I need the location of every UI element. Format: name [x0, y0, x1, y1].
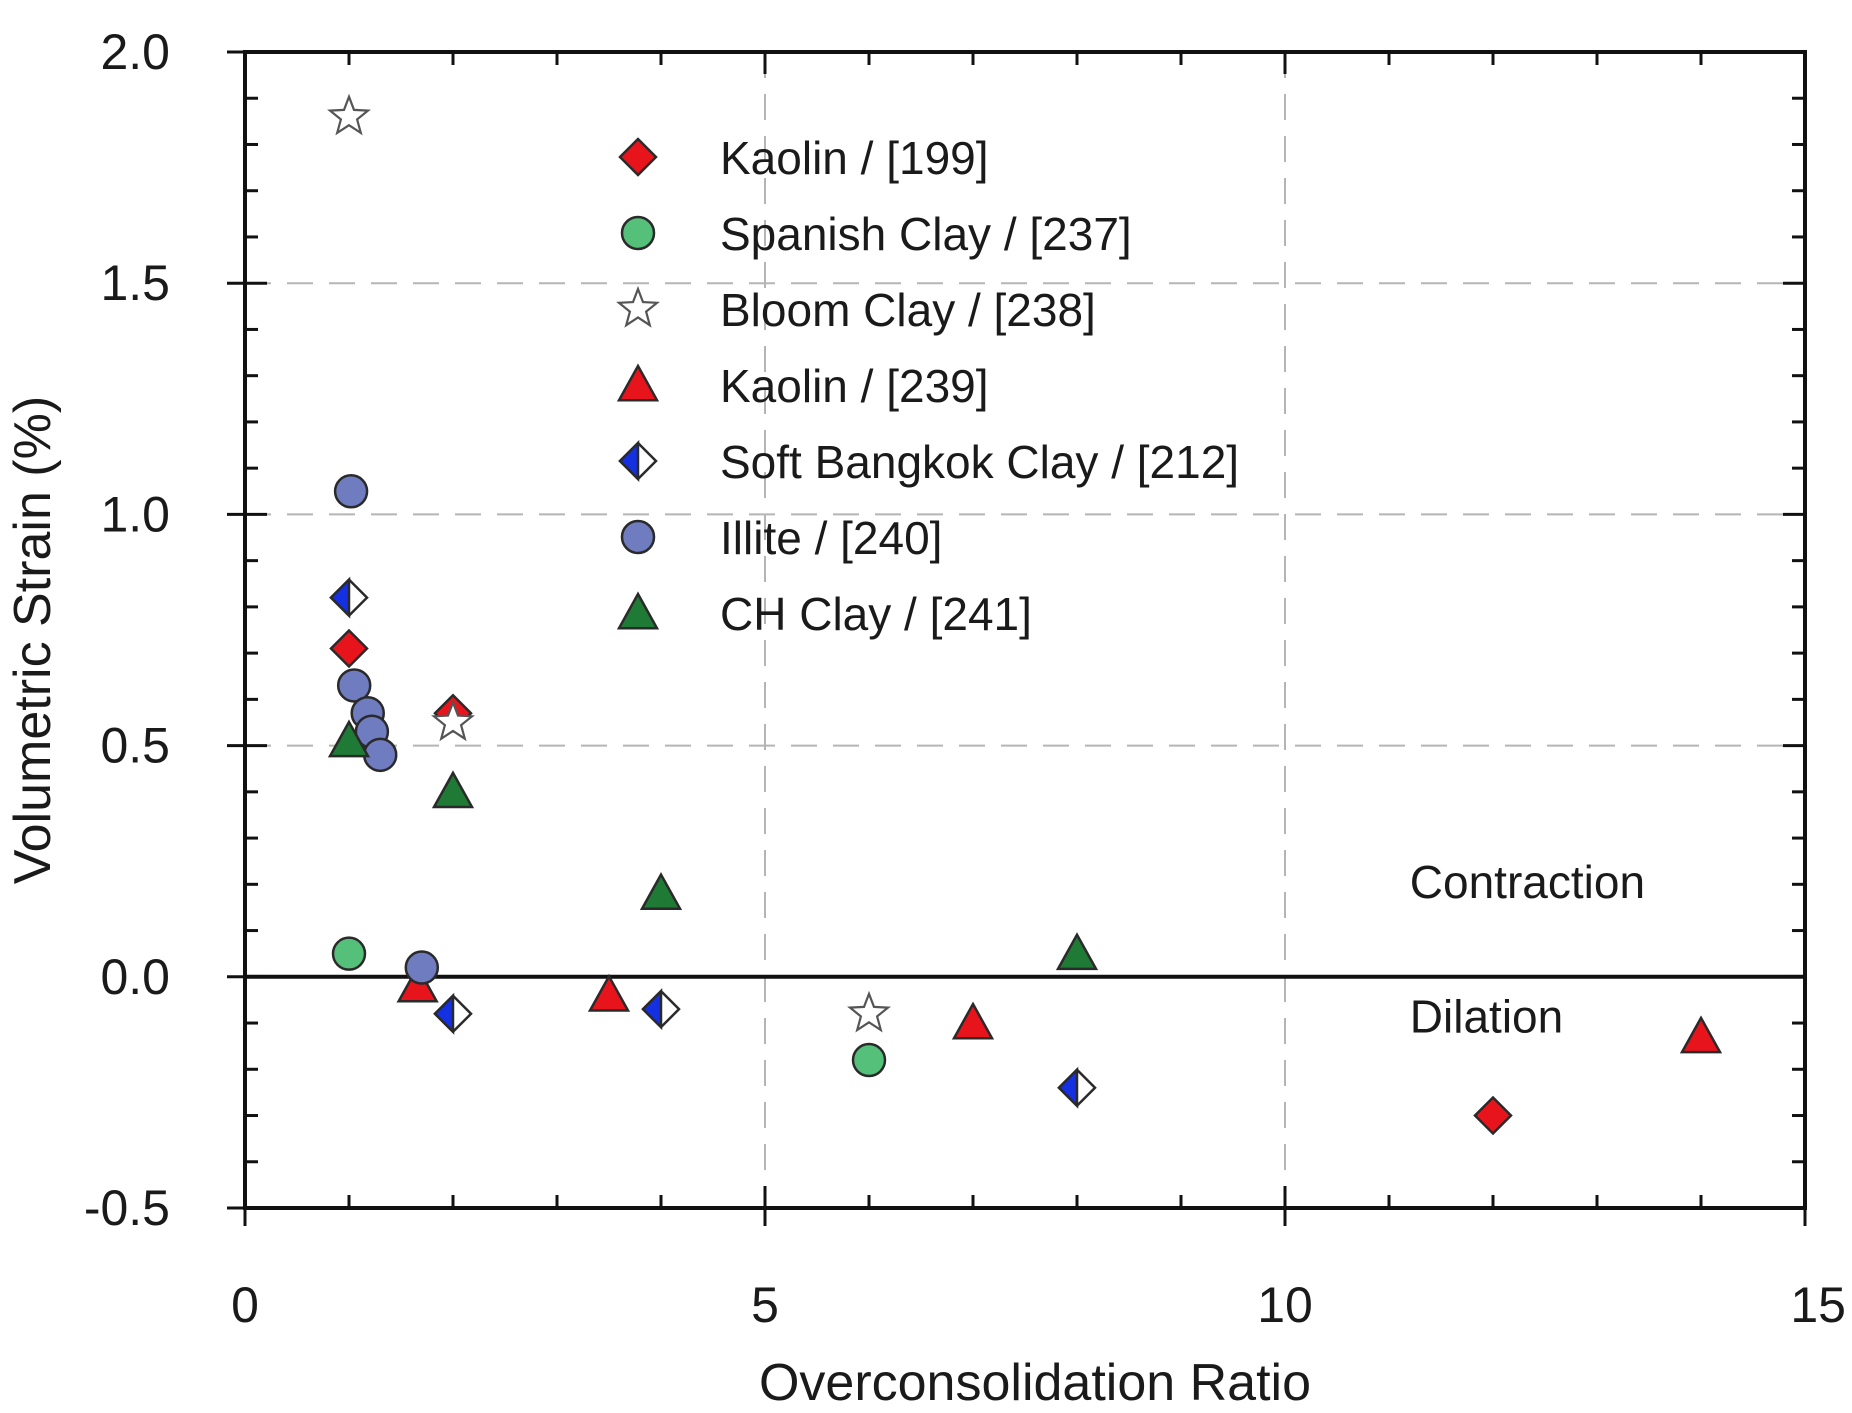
legend-item-soft-bangkok-clay-212: Soft Bangkok Clay / [212] — [618, 436, 1239, 488]
series-spanish-clay-237 — [331, 936, 887, 1078]
tick-labels: 0 5 10 15 -0.5 0.0 0.5 1.0 1.5 2.0 — [84, 24, 1846, 1333]
data-point — [431, 699, 475, 742]
data-point — [327, 719, 371, 758]
x-tick-label: 5 — [751, 1277, 779, 1333]
data-point — [431, 770, 475, 809]
y-tick-label: 1.0 — [100, 486, 170, 542]
legend-label: Soft Bangkok Clay / [212] — [720, 436, 1239, 488]
legend-marker — [618, 439, 658, 483]
x-tick-label: 15 — [1790, 1277, 1846, 1333]
legend-label: Bloom Clay / [238] — [720, 284, 1096, 336]
y-tick-label: 2.0 — [100, 24, 170, 80]
tick-marks — [227, 50, 1807, 1226]
x-axis-title: Overconsolidation Ratio — [759, 1354, 1311, 1412]
marker-fill-half — [433, 992, 455, 1035]
data-point — [336, 668, 372, 703]
legend-marker — [616, 363, 660, 402]
data-point — [1473, 1095, 1513, 1136]
y-tick-label: -0.5 — [84, 1180, 170, 1236]
legend-label: CH Clay / [241] — [720, 588, 1032, 640]
plot-frame — [243, 50, 1807, 1210]
marker-fill-half — [329, 576, 351, 619]
axes — [243, 50, 1807, 1210]
data-point — [333, 474, 369, 509]
annotation-contraction: Contraction — [1410, 856, 1645, 908]
legend-marker — [616, 285, 660, 328]
series-illite-240 — [333, 474, 440, 985]
x-tick-label: 10 — [1257, 1277, 1313, 1333]
gridlines — [245, 52, 1805, 1208]
legend-marker — [616, 591, 660, 630]
marker-fill-half — [1057, 1066, 1079, 1109]
data-point — [329, 576, 369, 619]
legend-label: Kaolin / [199] — [720, 132, 989, 184]
data-point — [329, 628, 369, 669]
data-point — [847, 990, 891, 1033]
data-point — [1057, 1066, 1097, 1109]
data-point — [951, 1001, 995, 1040]
y-tick-label: 0.0 — [100, 949, 170, 1005]
marker-fill-half — [641, 988, 663, 1031]
series-soft-bangkok-clay-212 — [329, 576, 1097, 1109]
legend-marker — [618, 137, 658, 177]
series-bloom-clay-238 — [327, 93, 891, 1033]
data-point — [404, 950, 440, 985]
data-point — [327, 93, 371, 136]
series-kaolin-239 — [396, 964, 1723, 1054]
legend-label: Spanish Clay / [237] — [720, 208, 1132, 260]
data-point — [641, 988, 681, 1031]
annotations: Contraction Dilation — [1410, 856, 1645, 1042]
data-point — [1055, 932, 1099, 971]
legend-item-illite-240: Illite / [240] — [620, 512, 942, 564]
legend-label: Illite / [240] — [720, 512, 942, 564]
legend-item-ch-clay-241: CH Clay / [241] — [616, 588, 1032, 640]
data-point — [1679, 1015, 1723, 1054]
marker-fill-half — [618, 439, 640, 483]
data-point — [851, 1042, 887, 1078]
y-axis-title: Volumetric Strain (%) — [4, 396, 62, 884]
legend-item-bloom-clay-238: Bloom Clay / [238] — [616, 284, 1096, 336]
data-point — [362, 737, 398, 773]
x-tick-label: 0 — [231, 1277, 259, 1333]
legend-item-kaolin-199: Kaolin / [199] — [618, 132, 989, 184]
annotation-dilation: Dilation — [1410, 990, 1563, 1042]
y-tick-label: 1.5 — [100, 255, 170, 311]
series-ch-clay-241 — [327, 719, 1099, 971]
legend-item-kaolin-239: Kaolin / [239] — [616, 360, 989, 412]
data-point — [433, 992, 473, 1035]
data-point — [331, 936, 367, 971]
legend-marker — [620, 215, 656, 251]
y-tick-label: 0.5 — [100, 718, 170, 774]
data-series — [327, 93, 1723, 1136]
legend-label: Kaolin / [239] — [720, 360, 989, 412]
legend: Kaolin / [199] Spanish Clay / [237] Bloom … — [616, 132, 1239, 640]
data-point — [587, 973, 631, 1012]
legend-item-spanish-clay-237: Spanish Clay / [237] — [620, 208, 1132, 260]
legend-marker — [620, 519, 656, 555]
data-point — [639, 871, 683, 911]
